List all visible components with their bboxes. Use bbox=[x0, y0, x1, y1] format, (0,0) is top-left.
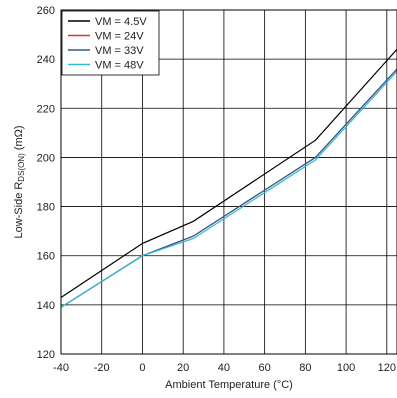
legend-label: VM = 33V bbox=[95, 45, 144, 57]
y-axis-title-subscript: DS(ON) bbox=[17, 153, 26, 182]
tick-labels: -40 -20 0 20 40 60 80 100 120 120 140 160 180 200 220 2… bbox=[37, 5, 396, 374]
legend: VM = 4.5V VM = 24V VM = 33V VM = 48V bbox=[61, 10, 160, 76]
x-tick-label: 20 bbox=[177, 362, 189, 374]
legend-label: VM = 4.5V bbox=[95, 16, 147, 28]
y-tick-label: 200 bbox=[37, 152, 55, 164]
y-tick-label: 140 bbox=[37, 300, 55, 312]
y-tick-label: 220 bbox=[37, 103, 55, 115]
x-tick-label: 0 bbox=[139, 362, 145, 374]
y-tick-label: 260 bbox=[37, 5, 55, 17]
x-tick-label: 100 bbox=[337, 362, 355, 374]
x-tick-label: 80 bbox=[299, 362, 311, 374]
y-tick-label: 120 bbox=[37, 349, 55, 361]
y-tick-label: 160 bbox=[37, 251, 55, 263]
x-axis-title: Ambient Temperature (°C) bbox=[165, 379, 293, 391]
y-tick-label: 180 bbox=[37, 202, 55, 214]
plot-frame bbox=[60, 9, 397, 355]
x-tick-label: -20 bbox=[94, 362, 110, 374]
series-line-4 bbox=[61, 70, 397, 308]
series-line-1 bbox=[61, 48, 397, 298]
x-tick-label: 40 bbox=[218, 362, 230, 374]
x-tick-label: 60 bbox=[259, 362, 271, 374]
y-tick-label: 240 bbox=[37, 54, 55, 66]
x-tick-label: 120 bbox=[378, 362, 396, 374]
series-lines bbox=[61, 48, 397, 308]
legend-label: VM = 24V bbox=[95, 31, 144, 43]
legend-label: VM = 48V bbox=[95, 60, 144, 72]
y-axis-title: Low-Side RDS(ON) (mΩ) bbox=[13, 125, 26, 238]
x-tick-label: -40 bbox=[53, 362, 69, 374]
y-axis-title-prefix: Low-Side R bbox=[13, 182, 25, 239]
y-axis-title-suffix: (mΩ) bbox=[13, 125, 25, 153]
